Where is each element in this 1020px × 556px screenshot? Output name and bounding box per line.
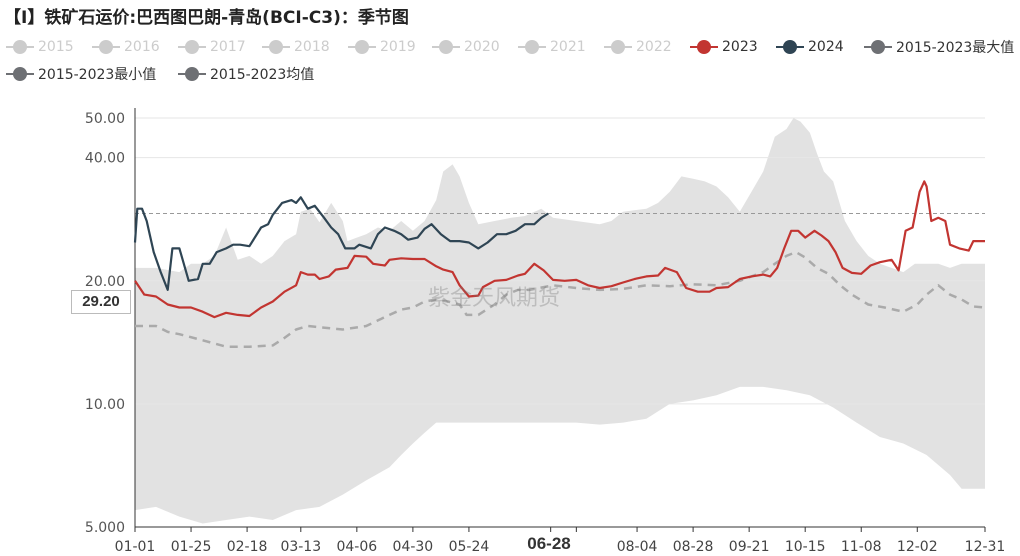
legend-item-2015-2023最大值[interactable]: 2015-2023最大值: [864, 36, 1014, 58]
legend-item-2019[interactable]: 2019: [348, 36, 416, 58]
x-tick-label: 01-01: [115, 539, 156, 555]
legend-label: 2023: [722, 39, 758, 55]
x-tick-label: 02-18: [227, 539, 268, 555]
legend-marker-icon: [776, 40, 804, 54]
legend-item-2018[interactable]: 2018: [262, 36, 330, 58]
y-tick-label: 10.00: [85, 397, 125, 413]
legend-marker-icon: [178, 40, 206, 54]
watermark: 紫金天风期货: [428, 286, 561, 311]
x-tick-label: 11-08: [841, 539, 882, 555]
legend-marker-icon: [6, 67, 34, 81]
legend: 2015 2016 2017 2018 2019 2020 2021 2022 2023 2024…: [0, 32, 1020, 92]
legend-label: 2015-2023最小值: [38, 67, 157, 83]
chart-title: 【I】铁矿石运价:巴西图巴朗-青岛(BCI-C3)：季节图: [4, 8, 409, 28]
x-tick-label: 12-31: [965, 539, 1006, 555]
legend-marker-icon: [864, 40, 892, 54]
y-tick-label: 50.00: [85, 111, 125, 127]
legend-label: 2024: [808, 39, 844, 55]
legend-marker-icon: [432, 40, 460, 54]
legend-item-2021[interactable]: 2021: [518, 36, 586, 58]
x-tick-label: 01-25: [171, 539, 212, 555]
legend-label: 2022: [636, 39, 672, 55]
legend-label: 2015-2023最大值: [896, 40, 1015, 56]
x-tick-label: 08-04: [617, 539, 658, 555]
legend-item-2020[interactable]: 2020: [432, 36, 500, 58]
x-cursor-label: 06-28: [518, 532, 580, 556]
series-line-avg: [135, 250, 986, 348]
x-tick-label: 04-30: [393, 539, 434, 555]
legend-marker-icon: [262, 40, 290, 54]
legend-label: 2017: [210, 39, 246, 55]
y-cursor-label: 29.20: [71, 290, 131, 314]
x-tick-label: 05-24: [449, 539, 490, 555]
legend-marker-icon: [6, 40, 34, 54]
series-line-2023: [134, 180, 985, 319]
y-tick-label: 5.000: [85, 520, 125, 536]
legend-item-2015-2023最小值[interactable]: 2015-2023最小值: [6, 63, 156, 85]
legend-label: 2021: [550, 39, 586, 55]
legend-marker-icon: [604, 40, 632, 54]
legend-label: 2016: [124, 39, 160, 55]
x-tick-label: 09-21: [729, 539, 770, 555]
x-tick-label: 08-28: [673, 539, 714, 555]
legend-label: 2015: [38, 39, 74, 55]
legend-marker-icon: [690, 40, 718, 54]
legend-item-2023[interactable]: 2023: [690, 36, 758, 58]
x-tick-label: 03-13: [280, 539, 321, 555]
x-tick-label: 12-02: [897, 539, 938, 555]
legend-item-2017[interactable]: 2017: [178, 36, 246, 58]
legend-marker-icon: [92, 40, 120, 54]
series-max-min-band: [135, 118, 985, 524]
legend-label: 2019: [380, 39, 416, 55]
legend-label: 2018: [294, 39, 330, 55]
legend-item-2015[interactable]: 2015: [6, 36, 74, 58]
legend-marker-icon: [518, 40, 546, 54]
legend-marker-icon: [178, 67, 206, 81]
y-tick-label: 20.00: [85, 274, 125, 290]
legend-item-2016[interactable]: 2016: [92, 36, 160, 58]
series-line-2024: [133, 196, 549, 291]
x-tick-label: 10-15: [785, 539, 826, 555]
legend-marker-icon: [348, 40, 376, 54]
x-tick-label: 04-06: [336, 539, 377, 555]
legend-label: 2020: [464, 39, 500, 55]
legend-label: 2015-2023均值: [210, 67, 315, 83]
legend-item-2024[interactable]: 2024: [776, 36, 844, 58]
y-tick-label: 40.00: [85, 151, 125, 167]
legend-item-2022[interactable]: 2022: [604, 36, 672, 58]
legend-item-2015-2023均值[interactable]: 2015-2023均值: [178, 63, 314, 85]
